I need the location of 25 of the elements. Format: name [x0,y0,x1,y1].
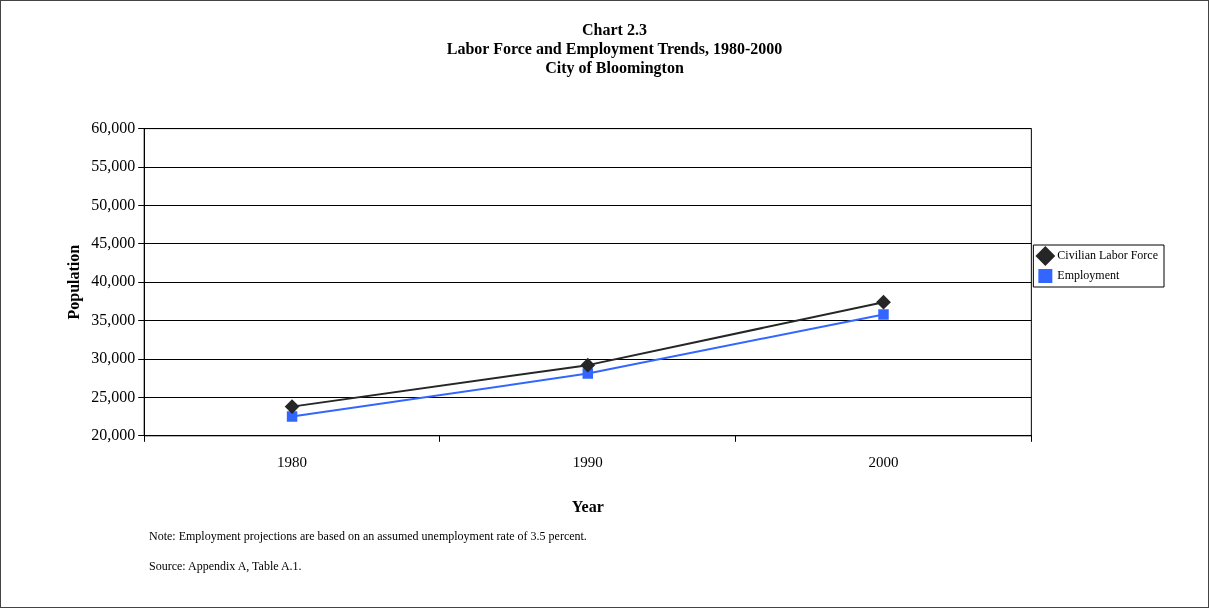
y-tick-label: 55,000 [91,157,136,175]
y-tick-label: 25,000 [91,387,136,405]
y-tick-label: 60,000 [91,118,136,136]
chart-title: Chart 2.3 [582,20,647,38]
point [876,295,891,310]
y-tick-label: 35,000 [91,310,136,328]
chart-subtitle: Labor Force and Employment Trends, 1980-2000 City of Bloomington [446,39,783,78]
x-tick-label: 2000 [868,453,899,470]
y-tick-label: 45,000 [91,234,136,251]
legend-label: Civilian Labor Force [1057,248,1158,263]
source-note: Source: Appendix A, Table A.1. [149,559,303,573]
x-tick-label: 1980 [277,453,308,470]
y-tick-label: 50,000 [91,195,136,213]
text: Note: Employment projections are based on an assumed unemployment rate of 3.5 percent. [149,529,588,543]
y-tick-label: 40,000 [91,272,136,290]
point [878,309,889,320]
x-tick-label: 1990 [572,453,603,470]
y-axis-title: Population [64,244,83,320]
point [580,358,595,373]
point [286,411,298,422]
point [285,399,300,414]
x-axis-title: Year [571,497,604,515]
y-tick-label: 20,000 [91,426,136,443]
legend-label: Employment [1057,268,1121,283]
y-tick-label: 30,000 [91,349,136,367]
